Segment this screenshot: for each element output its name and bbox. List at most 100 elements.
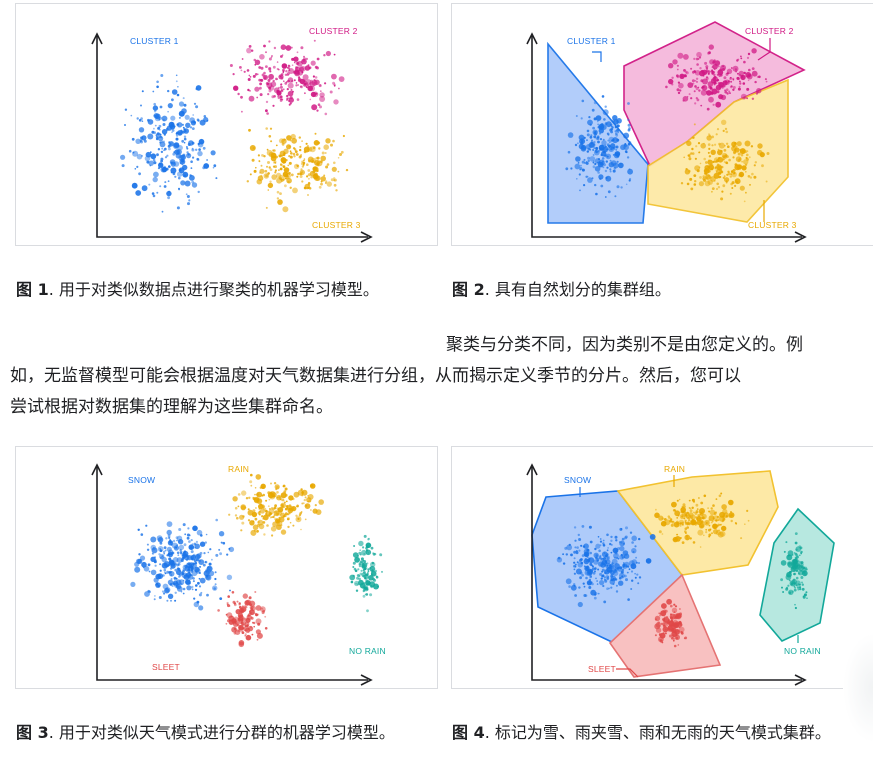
scatter-dot xyxy=(181,163,184,166)
scatter-dot xyxy=(574,546,577,549)
scatter-dot xyxy=(276,197,280,200)
scatter-dot xyxy=(262,493,265,497)
scatter-dot xyxy=(574,594,577,597)
scatter-dot xyxy=(237,505,240,508)
scatter-dot xyxy=(280,157,287,163)
scatter-dot xyxy=(602,150,606,154)
scatter-dot xyxy=(310,484,313,487)
scatter-dot xyxy=(354,556,360,563)
scatter-dot xyxy=(628,179,631,182)
scatter-dot xyxy=(680,182,684,185)
scatter-dot xyxy=(619,554,625,560)
scatter-dot xyxy=(587,156,591,160)
scatter-dot xyxy=(155,583,158,586)
scatter-dot xyxy=(679,89,682,92)
scatter-dot xyxy=(707,151,710,154)
scatter-dot xyxy=(688,153,691,156)
scatter-dot xyxy=(312,75,315,78)
scatter-dot xyxy=(300,61,303,63)
scatter-dot xyxy=(793,569,796,572)
scatter-dot xyxy=(676,522,680,525)
scatter-dot xyxy=(712,76,718,82)
scatter-dot xyxy=(718,142,725,149)
scatter-dot xyxy=(751,48,757,54)
scatter-dot xyxy=(622,563,628,569)
scatter-dot xyxy=(669,634,672,638)
scatter-dot xyxy=(573,557,576,560)
scatter-dot xyxy=(585,576,588,580)
scatter-dot xyxy=(284,184,287,188)
scatter-dot xyxy=(618,580,624,586)
scatter-dot xyxy=(320,155,327,162)
scatter-dot xyxy=(599,133,601,135)
scatter-dot xyxy=(245,634,252,641)
scatter-dot xyxy=(585,161,589,165)
scatter-dot xyxy=(723,148,727,152)
scatter-dot xyxy=(594,183,597,187)
scatter-dot xyxy=(711,88,718,95)
scatter-dot xyxy=(793,588,797,592)
scatter-dot xyxy=(710,86,713,89)
scatter-dot xyxy=(210,150,216,156)
scatter-dot xyxy=(645,558,652,564)
scatter-dot xyxy=(228,546,235,553)
scatter-dot xyxy=(242,593,248,599)
scatter-dot xyxy=(735,70,738,73)
scatter-dot xyxy=(185,572,192,578)
scatter-dot xyxy=(235,609,241,615)
scatter-dot xyxy=(674,605,678,608)
scatter-dot xyxy=(743,71,746,75)
scatter-dot xyxy=(694,180,697,183)
scatter-dot xyxy=(270,482,272,485)
scatter-dot xyxy=(692,498,695,501)
scatter-dot xyxy=(609,542,612,546)
scatter-dot xyxy=(705,90,708,93)
scatter-dot xyxy=(732,78,735,81)
scatter-dot xyxy=(249,600,256,607)
scatter-dot xyxy=(734,68,737,71)
scatter-dot xyxy=(181,139,185,143)
scatter-dot xyxy=(233,632,237,635)
scatter-dot xyxy=(764,78,767,81)
scatter-dot xyxy=(167,110,169,113)
scatter-dot xyxy=(722,80,728,86)
scatter-dot xyxy=(610,586,613,589)
figure-1-caption: 图 1. 用于对类似数据点进行聚类的机器学习模型。 xyxy=(16,278,436,302)
scatter-dot xyxy=(754,161,757,164)
scatter-dot xyxy=(255,507,257,509)
scatter-dot xyxy=(800,565,804,569)
scatter-dot xyxy=(166,190,172,197)
scatter-dot xyxy=(746,87,750,91)
scatter-dot xyxy=(366,609,369,613)
scatter-dot xyxy=(604,169,608,173)
scatter-dot xyxy=(283,138,286,141)
scatter-dot xyxy=(724,127,728,131)
scatter-dot xyxy=(734,164,741,171)
scatter-dot xyxy=(319,90,322,93)
scatter-dot xyxy=(203,117,209,123)
scatter-dot xyxy=(673,611,676,614)
scatter-dot xyxy=(729,92,731,94)
scatter-dot xyxy=(699,70,705,77)
scatter-dot xyxy=(135,138,141,144)
scatter-dot xyxy=(279,75,282,78)
scatter-dot xyxy=(154,595,156,597)
scatter-dot xyxy=(303,82,307,86)
scatter-dot xyxy=(578,173,581,176)
scatter-dot xyxy=(288,161,292,165)
scatter-dot xyxy=(707,51,710,55)
scatter-dot xyxy=(684,512,688,516)
scatter-dot xyxy=(185,122,191,128)
scatter-dot xyxy=(667,625,673,631)
scatter-dot xyxy=(801,587,805,591)
scatter-dot xyxy=(183,137,187,141)
scatter-dot xyxy=(704,61,708,65)
scatter-dot xyxy=(258,503,264,510)
scatter-dot xyxy=(268,498,271,501)
scatter-dot xyxy=(584,569,591,576)
scatter-dot xyxy=(357,574,360,578)
scatter-dot xyxy=(597,123,599,126)
label-snow: SNOW xyxy=(564,475,591,485)
scatter-dot xyxy=(708,44,714,50)
scatter-dot xyxy=(728,80,730,83)
